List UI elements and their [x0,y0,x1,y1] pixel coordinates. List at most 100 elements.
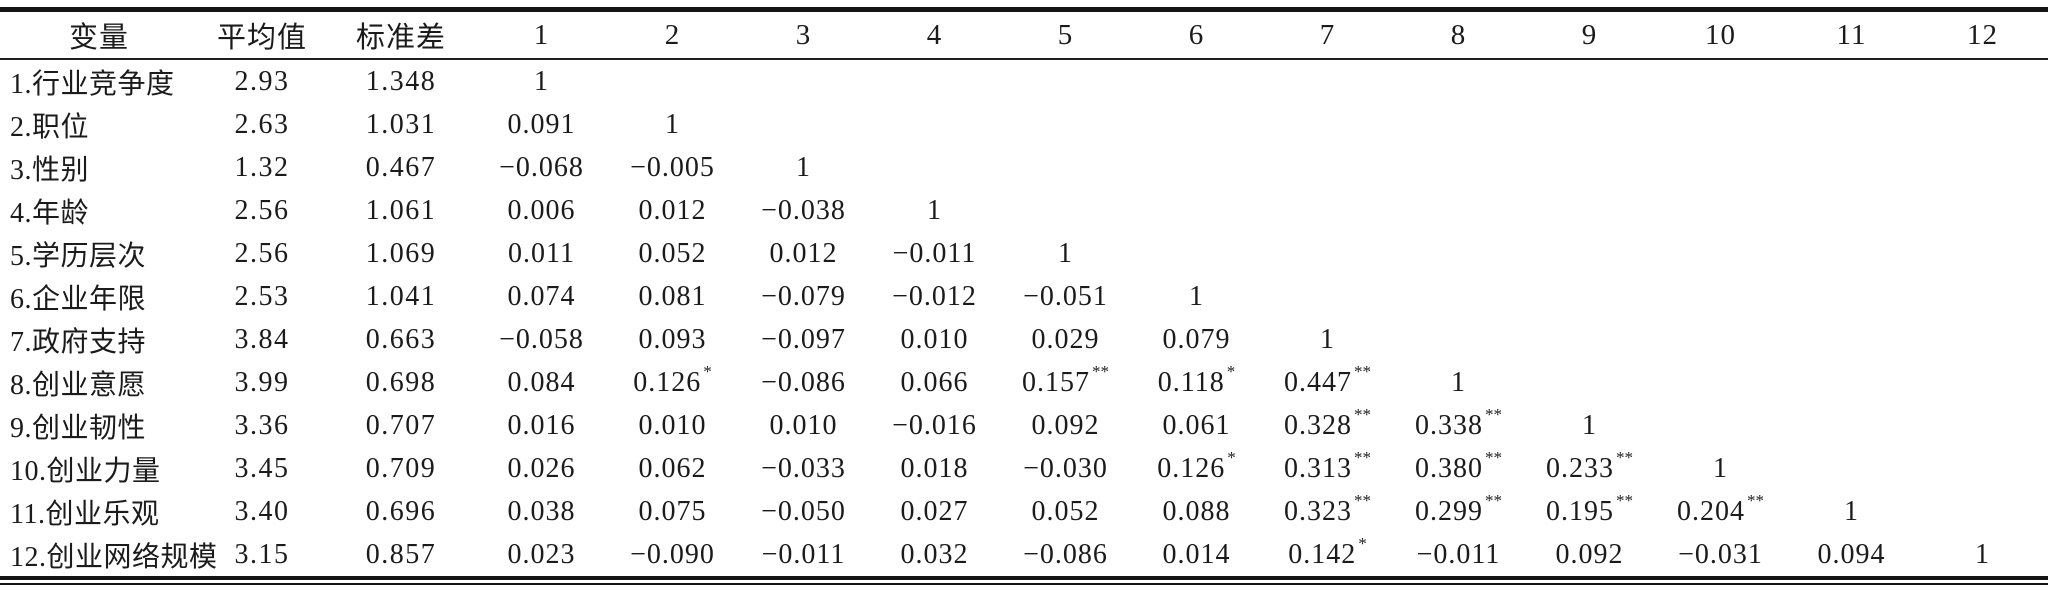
corr-cell-r8-c6: 0.118 * [1157,361,1236,398]
variable-label: 10.创业力量 [10,455,161,487]
corr-cell-r4-c4: 1 [927,194,942,226]
header-col-2: 2 [607,12,738,60]
significance-marker: ** [1354,361,1371,381]
empty-cell [1917,490,2048,533]
empty-cell [1262,59,1393,103]
empty-cell [738,59,869,103]
bottom-thin-rule [0,583,2048,585]
empty-cell [1786,232,1917,275]
sd-value: 0.467 [365,151,437,183]
header-col-variable: 变量 [0,12,198,60]
empty-cell [1524,232,1655,275]
empty-cell [1655,59,1786,103]
significance-marker: ** [1747,490,1764,510]
corr-cell-r6-c5: −0.051 [1023,280,1108,312]
sd-value: 0.663 [365,323,437,355]
empty-cell [1655,232,1786,275]
empty-cell [1917,361,2048,404]
corr-cell-r11-c10: 0.204 ** [1677,490,1764,527]
corr-cell-r8-c8: 1 [1451,366,1466,398]
empty-cell [1131,146,1262,189]
significance-marker: ** [1092,361,1109,381]
empty-cell [1524,361,1655,404]
table-row-3: 3.性别 1.32 0.467 −0.068 −0.005 1 [0,146,2048,189]
corr-cell-r6-c6: 1 [1189,280,1204,312]
significance-marker: * [703,361,712,381]
corr-cell-r7-c7: 1 [1320,323,1335,355]
mean-value: 3.15 [234,538,290,570]
sd-value: 0.707 [365,409,437,441]
empty-cell [1655,189,1786,232]
empty-cell [1917,275,2048,318]
corr-cell-r6-c2: 0.081 [638,280,707,312]
empty-cell [1262,232,1393,275]
mean-value: 3.84 [234,323,290,355]
variable-label: 9.创业韧性 [10,412,147,444]
mean-value: 2.63 [234,108,290,140]
significance-marker: * [1358,533,1367,553]
empty-cell [1917,146,2048,189]
corr-cell-r10-c8: 0.380 ** [1415,447,1502,484]
corr-cell-r11-c5: 0.052 [1031,495,1100,527]
table-body: 1.行业竞争度 2.93 1.348 1 2.职位 2.63 1.031 0.091 1 3.性别… [0,59,2048,576]
corr-cell-r7-c1: −0.058 [499,323,584,355]
corr-cell-r8-c4: 0.066 [900,366,969,398]
empty-cell [1917,103,2048,146]
header-col-6: 6 [1131,12,1262,60]
header-col-3: 3 [738,12,869,60]
header-col-mean: 平均值 [198,12,326,60]
table-row-6: 6.企业年限 2.53 1.041 0.074 0.081 −0.079 −0.012 −0.… [0,275,2048,318]
empty-cell [1393,232,1524,275]
corr-cell-r12-c4: 0.032 [900,538,969,570]
empty-cell [1655,318,1786,361]
empty-cell [1262,103,1393,146]
sd-value: 1.348 [365,65,437,97]
header-row: 变量 平均值 标准差 1 2 3 4 5 6 7 8 9 10 11 12 [0,12,2048,60]
mean-value: 2.56 [234,194,290,226]
corr-cell-r9-c2: 0.010 [638,409,707,441]
significance-marker: * [1227,447,1236,467]
corr-cell-r11-c7: 0.323 ** [1284,490,1371,527]
corr-cell-r12-c6: 0.014 [1162,538,1231,570]
corr-cell-r6-c1: 0.074 [507,280,576,312]
corr-cell-r10-c7: 0.313 ** [1284,447,1371,484]
variable-label: 11.创业乐观 [10,498,160,530]
table-row-1: 1.行业竞争度 2.93 1.348 1 [0,59,2048,103]
significance-marker: ** [1485,447,1502,467]
empty-cell [869,103,1000,146]
empty-cell [1786,361,1917,404]
corr-cell-r5-c3: 0.012 [769,237,838,269]
variable-label: 12.创业网络规模 [10,541,218,573]
empty-cell [1393,59,1524,103]
corr-cell-r8-c1: 0.084 [507,366,576,398]
corr-cell-r9-c5: 0.092 [1031,409,1100,441]
corr-cell-r7-c4: 0.010 [900,323,969,355]
empty-cell [1917,232,2048,275]
corr-cell-r12-c12: 1 [1975,538,1990,570]
empty-cell [1917,404,2048,447]
corr-cell-r11-c3: −0.050 [761,495,846,527]
corr-cell-r8-c2: 0.126 * [633,361,712,398]
empty-cell [869,59,1000,103]
empty-cell [1524,318,1655,361]
correlation-table-wrap: 变量 平均值 标准差 1 2 3 4 5 6 7 8 9 10 11 12 1.行业竞争度 2.93 1.348… [0,7,2048,580]
sd-value: 0.696 [365,495,437,527]
empty-cell [1655,404,1786,447]
table-row-8: 8.创业意愿 3.99 0.698 0.084 0.126 * −0.086 0.066 0.1… [0,361,2048,404]
variable-label: 2.职位 [10,111,90,143]
significance-marker: ** [1354,447,1371,467]
sd-value: 0.698 [365,366,437,398]
corr-cell-r6-c3: −0.079 [761,280,846,312]
mean-value: 2.93 [234,65,290,97]
significance-marker: ** [1354,490,1371,510]
corr-cell-r12-c1: 0.023 [507,538,576,570]
significance-marker: ** [1485,404,1502,424]
header-col-12: 12 [1917,12,2048,60]
corr-cell-r9-c9: 1 [1582,409,1597,441]
empty-cell [1655,146,1786,189]
corr-cell-r9-c4: −0.016 [892,409,977,441]
corr-cell-r12-c9: 0.092 [1555,538,1624,570]
corr-cell-r5-c1: 0.011 [508,237,575,269]
mean-value: 3.36 [234,409,290,441]
corr-cell-r11-c11: 1 [1844,495,1859,527]
